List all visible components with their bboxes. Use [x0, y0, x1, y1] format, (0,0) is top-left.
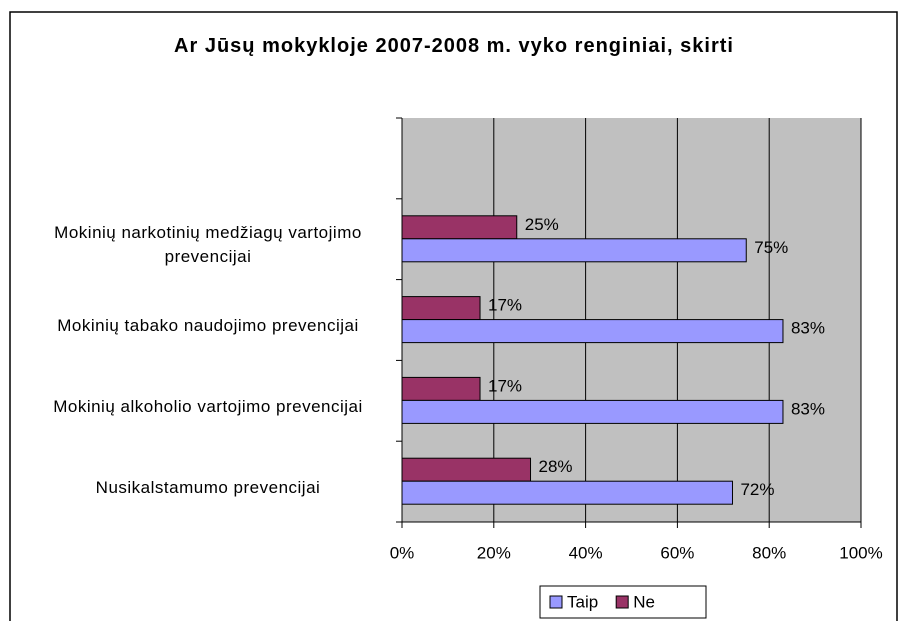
bar [401, 399, 784, 424]
y-tick-label: Mokinių tabako naudojimo prevencijai [57, 316, 359, 335]
bar [401, 376, 481, 401]
legend-label: Taip [567, 592, 598, 611]
bar [401, 480, 733, 505]
x-tick-label: 60% [660, 543, 694, 562]
x-tick-label: 40% [569, 543, 603, 562]
y-tick-label: Mokinių narkotinių medžiagų vartojimo pr… [54, 223, 362, 267]
x-tick-label: 20% [477, 543, 511, 562]
data-label: 72% [740, 480, 774, 499]
legend-swatch [549, 595, 563, 609]
x-tick-label: 80% [752, 543, 786, 562]
chart-title: Ar Jūsų mokykloje 2007-2008 m. vyko reng… [174, 35, 734, 57]
y-tick-label: Mokinių alkoholio vartojimo prevencijai [53, 396, 363, 416]
data-label: 25% [525, 215, 559, 234]
bar [401, 215, 518, 240]
legend-label: Ne [633, 592, 655, 611]
data-label: 17% [488, 376, 522, 395]
data-label: 83% [791, 399, 825, 418]
legend-swatch [615, 595, 629, 609]
bar [401, 319, 784, 344]
data-label: 17% [488, 296, 522, 315]
x-tick-label: 0% [390, 543, 415, 562]
data-label: 83% [791, 319, 825, 338]
data-label: 28% [539, 457, 573, 476]
y-tick-label: Nusikalstamumo prevencijai [95, 477, 321, 497]
bar [401, 296, 481, 321]
x-tick-label: 100% [839, 543, 882, 562]
data-label: 75% [754, 238, 788, 257]
bar [401, 238, 747, 263]
bar [401, 457, 532, 482]
